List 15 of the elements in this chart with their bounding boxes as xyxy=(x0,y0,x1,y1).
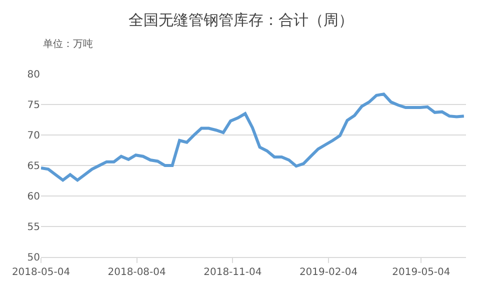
x-tick-label: 2019-05-04 xyxy=(392,267,450,278)
x-tick-label: 2018-05-04 xyxy=(12,267,70,278)
y-tick-label: 60 xyxy=(27,192,40,202)
y-tick-label: 55 xyxy=(27,222,40,233)
y-tick-label: 65 xyxy=(27,161,40,172)
y-axis-title: 单位：万吨 xyxy=(43,38,93,50)
y-tick-label: 70 xyxy=(27,130,40,142)
x-tick-label: 2018-11-04 xyxy=(204,267,262,278)
y-tick-label: 50 xyxy=(27,252,40,264)
line-series xyxy=(41,92,466,182)
x-tick-label: 2019-02-04 xyxy=(299,267,358,278)
y-tick-label: 80 xyxy=(27,70,40,80)
x-tick-label: 2018-08-04 xyxy=(108,267,166,278)
y-tick-label: 75 xyxy=(27,100,40,111)
chart-title: 全国无缝管钢管库存：合计（周） xyxy=(128,11,354,29)
